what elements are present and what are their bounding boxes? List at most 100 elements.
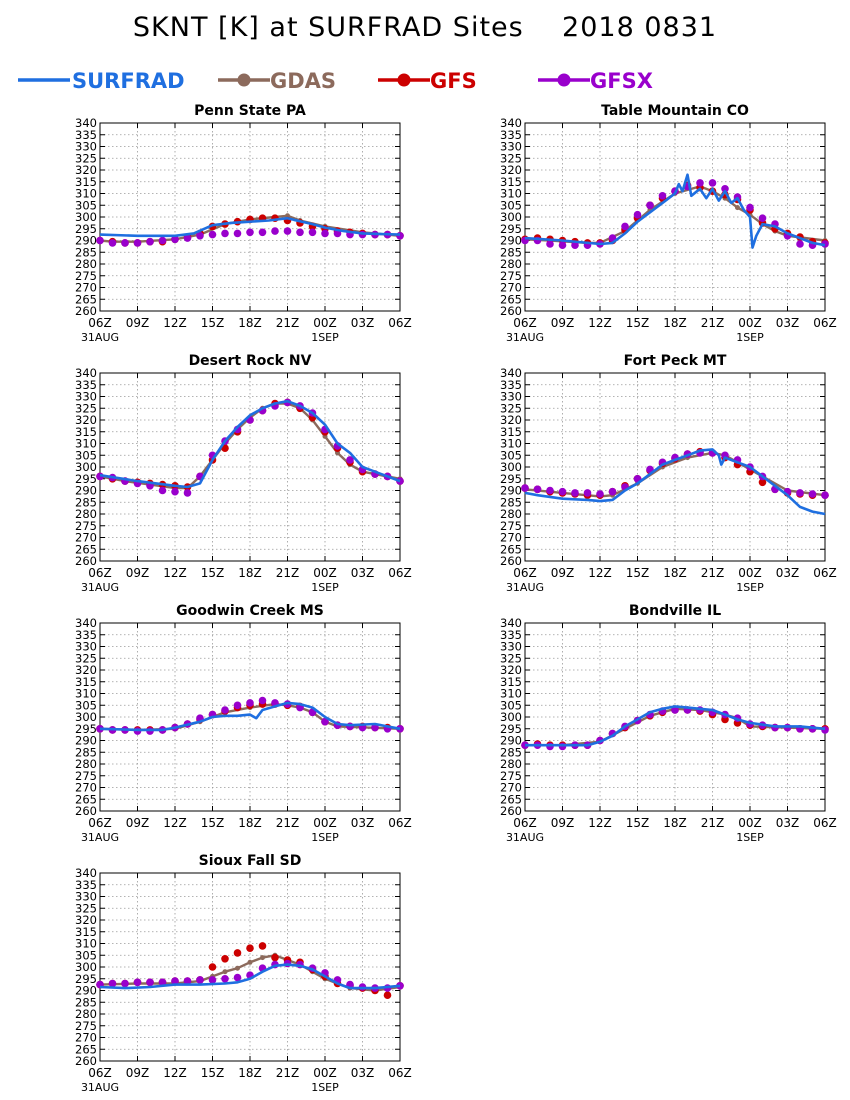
x-tick-label: 00Z [313, 566, 337, 580]
data-point [346, 456, 354, 464]
data-point [708, 179, 717, 187]
x-tick-label: 06Z [88, 566, 112, 580]
y-tick-label: 275 [75, 519, 97, 533]
series-line [99, 216, 401, 238]
x-tick-label: 09Z [126, 816, 150, 830]
y-tick-label: 340 [75, 116, 97, 130]
y-tick-label: 295 [75, 722, 97, 736]
x-tick-label: 15Z [201, 816, 225, 830]
y-tick-label: 260 [75, 304, 97, 318]
panel-title: Sioux Fall SD [199, 853, 302, 869]
data-point [558, 241, 567, 249]
y-tick-label: 335 [75, 628, 97, 642]
y-tick-label: 340 [75, 616, 97, 630]
x-tick-label: 21Z [276, 566, 300, 580]
y-tick-label: 270 [500, 531, 522, 545]
y-tick-label: 290 [500, 234, 522, 248]
y-tick-label: 300 [500, 460, 522, 474]
y-tick-label: 290 [75, 234, 97, 248]
x-tick-label: 15Z [201, 316, 225, 330]
panel-title: Goodwin Creek MS [176, 603, 324, 619]
data-point [583, 489, 592, 497]
series-line [524, 448, 826, 516]
y-tick-label: 270 [75, 281, 97, 295]
x-tick-label: 00Z [738, 316, 762, 330]
data-point [308, 228, 317, 237]
x-tick-label: 03Z [776, 816, 800, 830]
y-tick-label: 295 [500, 472, 522, 486]
data-point [108, 979, 117, 988]
data-point [271, 227, 279, 235]
x-tick-label: 06Z [388, 1066, 412, 1080]
y-tick-label: 315 [75, 925, 97, 939]
x-tick-label: 06Z [88, 316, 112, 330]
y-tick-label: 290 [75, 484, 97, 498]
data-point [696, 179, 704, 187]
legend-marker [237, 73, 251, 87]
y-tick-label: 330 [500, 390, 522, 404]
series-surfrad [524, 173, 826, 249]
series-surfrad [99, 216, 401, 238]
y-tick-label: 340 [500, 616, 522, 630]
y-tick-label: 275 [500, 519, 522, 533]
legend-label: GDAS [270, 69, 336, 93]
x-tick-label: 06Z [813, 816, 837, 830]
series-line [524, 173, 826, 249]
y-tick-label: 290 [500, 484, 522, 498]
y-tick-label: 310 [75, 187, 97, 201]
panel-penn-state-pa: Penn State PA 260265270275280285290295300… [75, 103, 412, 344]
legend-item-gdas: GDAS [218, 69, 336, 93]
data-point [671, 706, 679, 714]
y-tick-label: 305 [75, 198, 97, 212]
y-tick-label: 270 [75, 1031, 97, 1045]
x-tick-label: 18Z [238, 816, 262, 830]
x-tick-label: 21Z [701, 816, 725, 830]
data-point [371, 723, 379, 732]
x-tick-label: 06Z [513, 816, 537, 830]
data-point [246, 699, 254, 707]
data-point [247, 959, 253, 965]
x-date-label: 1SEP [736, 831, 764, 844]
y-tick-label: 335 [75, 128, 97, 142]
y-tick-label: 325 [75, 401, 97, 415]
x-tick-label: 21Z [276, 316, 300, 330]
x-date-label: 31AUG [81, 831, 119, 844]
legend-marker [397, 73, 411, 87]
series-line [99, 701, 401, 732]
y-tick-label: 265 [500, 292, 522, 306]
data-point [383, 991, 392, 999]
series-surfrad [99, 399, 401, 489]
y-tick-label: 295 [500, 722, 522, 736]
y-tick-label: 315 [75, 425, 97, 439]
data-point [321, 717, 329, 726]
x-tick-label: 21Z [276, 1066, 300, 1080]
y-tick-label: 330 [500, 140, 522, 154]
y-tick-label: 260 [75, 804, 97, 818]
data-point [221, 706, 229, 714]
y-tick-label: 315 [500, 175, 522, 189]
y-tick-label: 330 [75, 890, 97, 904]
data-point [571, 489, 579, 497]
x-date-label: 1SEP [311, 1081, 339, 1094]
data-point [221, 955, 229, 963]
y-tick-label: 280 [500, 757, 522, 771]
x-tick-label: 06Z [88, 816, 112, 830]
data-point [233, 229, 242, 238]
data-point [196, 232, 204, 240]
y-tick-label: 325 [75, 651, 97, 665]
data-point [133, 239, 142, 247]
y-tick-label: 275 [75, 1019, 97, 1033]
y-tick-label: 330 [75, 140, 97, 154]
series-surfrad [99, 963, 401, 990]
data-point [246, 228, 254, 237]
y-tick-label: 290 [75, 734, 97, 748]
data-point [558, 487, 567, 496]
panel-title: Desert Rock NV [189, 353, 312, 369]
data-point [171, 977, 179, 985]
y-tick-label: 285 [75, 245, 97, 259]
x-date-label: 31AUG [81, 581, 119, 594]
y-tick-label: 270 [75, 531, 97, 545]
data-point [735, 205, 740, 211]
x-tick-label: 18Z [663, 566, 687, 580]
x-tick-label: 12Z [588, 816, 612, 830]
